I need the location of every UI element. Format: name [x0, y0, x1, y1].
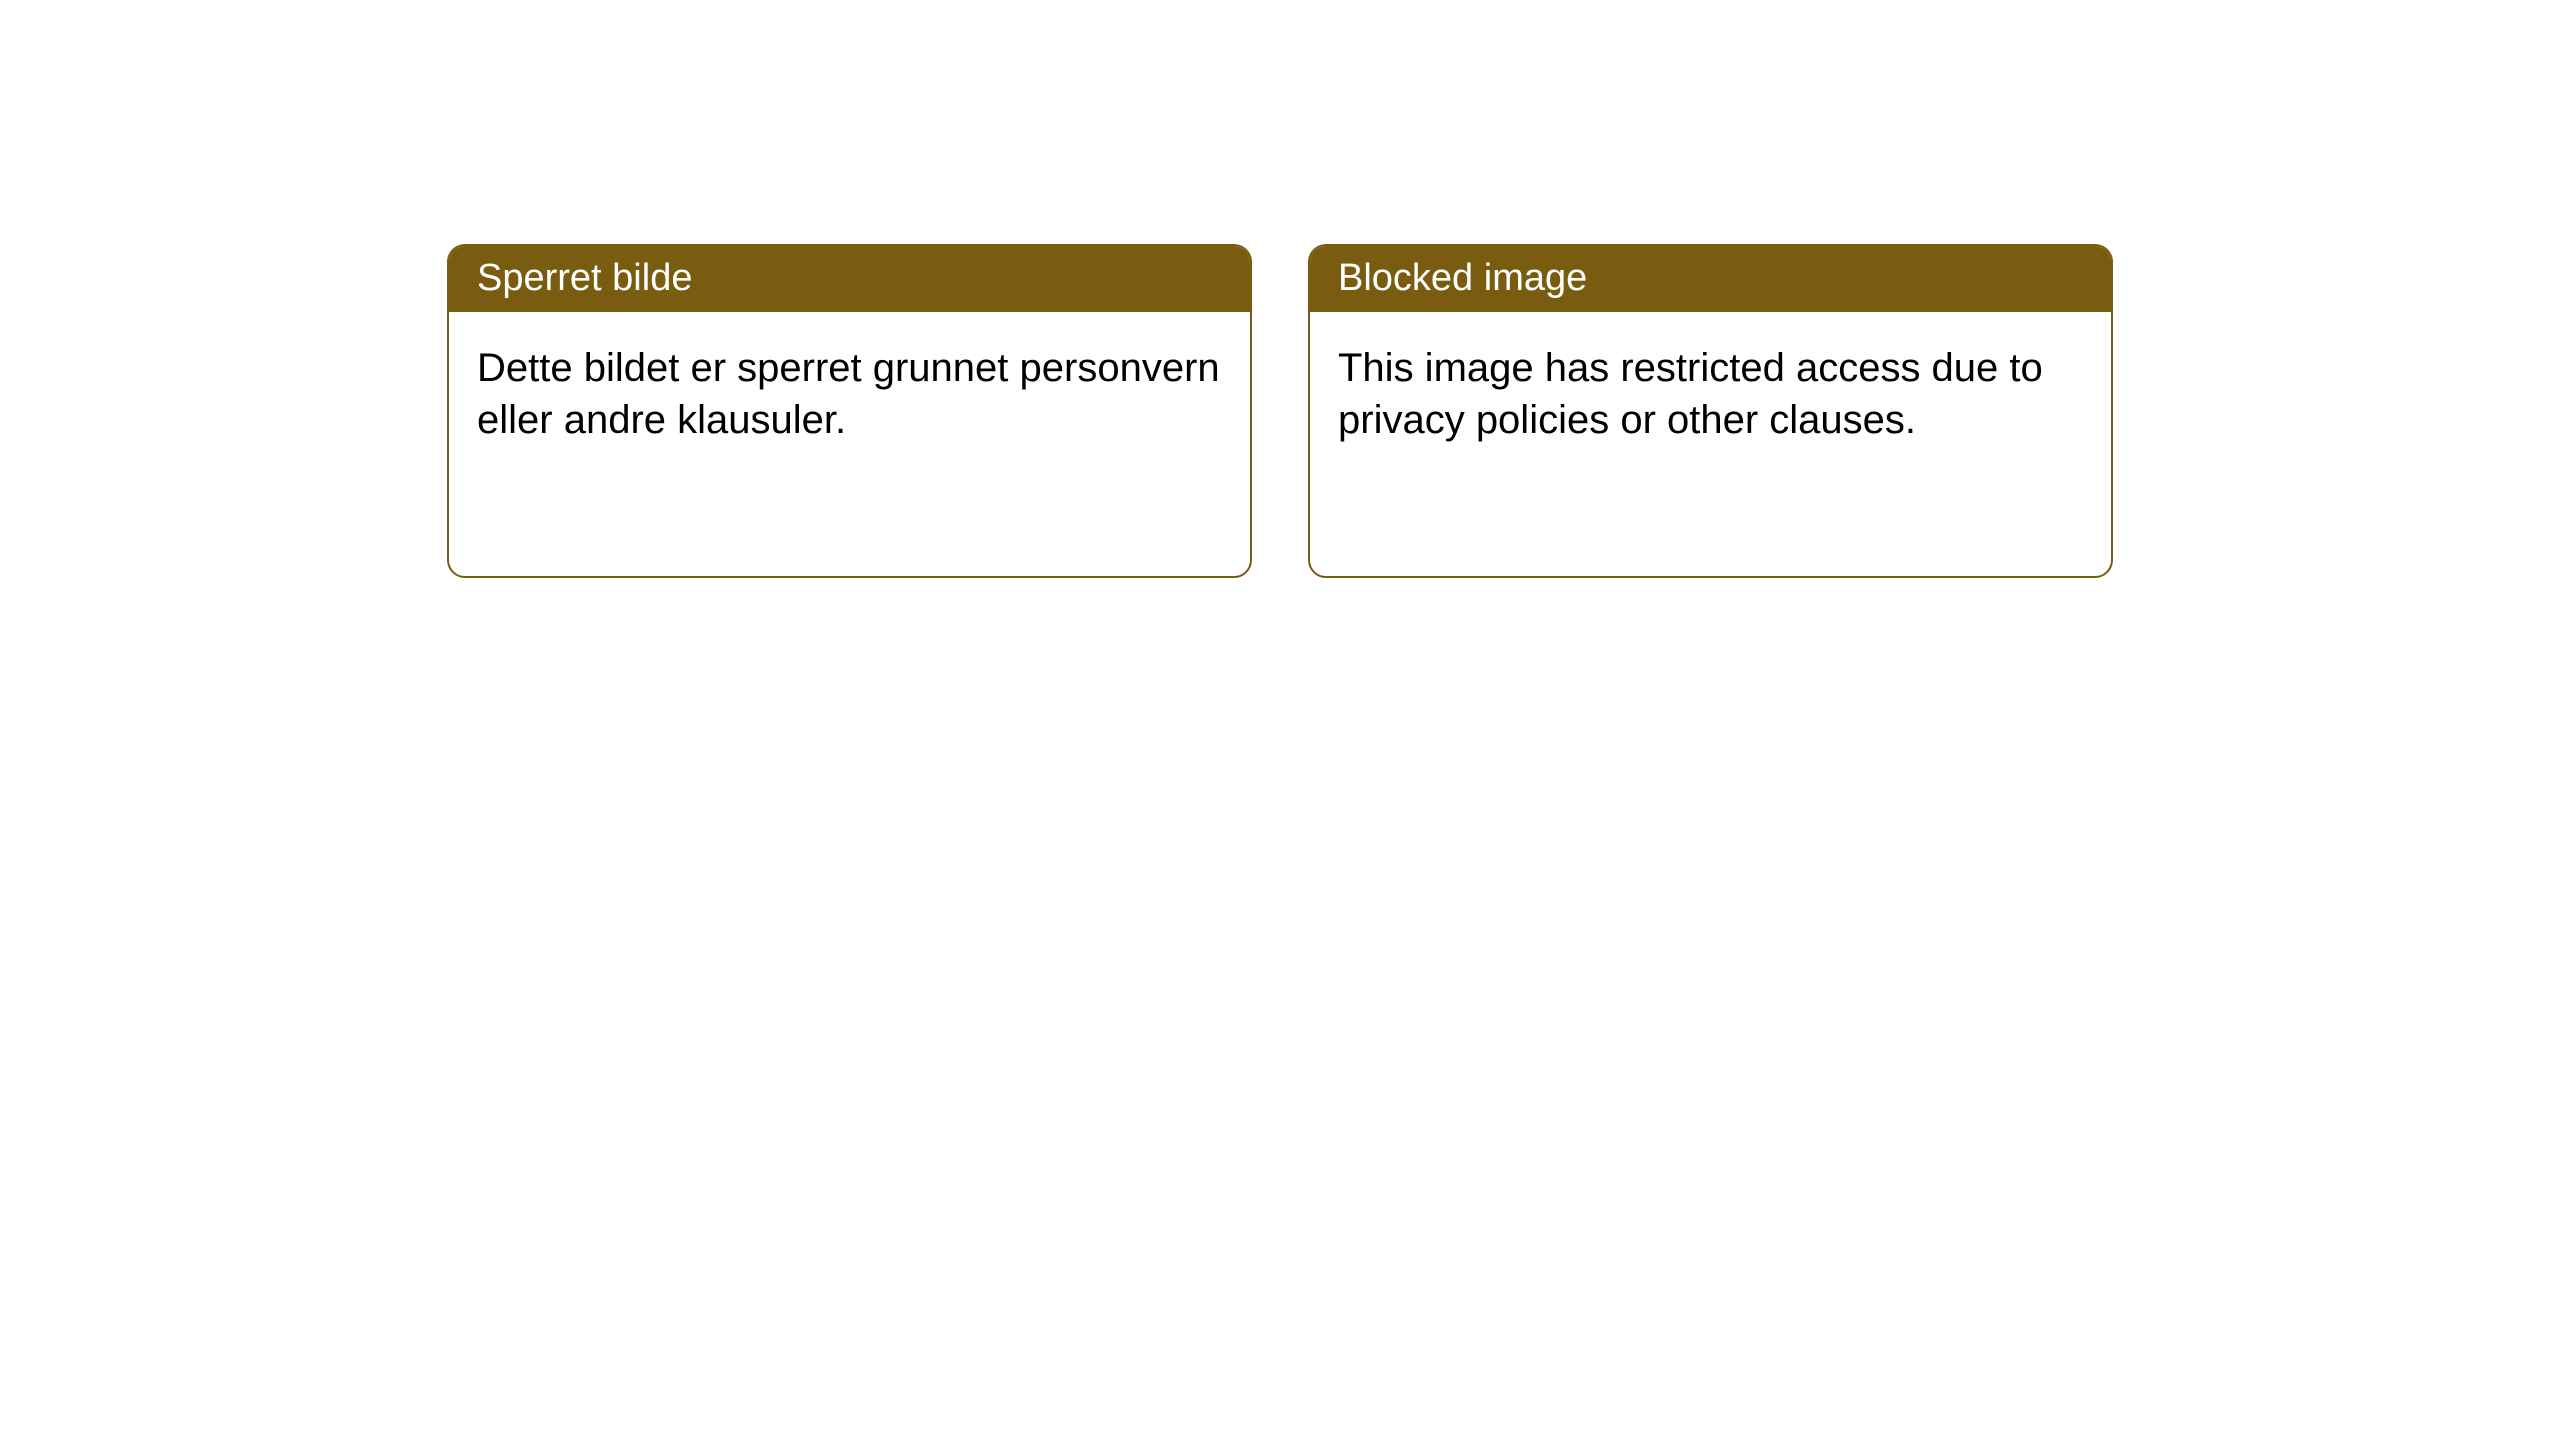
- card-text-no: Dette bildet er sperret grunnet personve…: [477, 346, 1220, 443]
- card-body-en: This image has restricted access due to …: [1310, 312, 2111, 478]
- card-header-no: Sperret bilde: [449, 246, 1250, 312]
- card-title-en: Blocked image: [1338, 257, 1587, 299]
- card-title-no: Sperret bilde: [477, 257, 692, 299]
- card-body-no: Dette bildet er sperret grunnet personve…: [449, 312, 1250, 478]
- card-text-en: This image has restricted access due to …: [1338, 346, 2043, 443]
- blocked-image-card-no: Sperret bilde Dette bildet er sperret gr…: [447, 244, 1252, 578]
- blocked-image-card-en: Blocked image This image has restricted …: [1308, 244, 2113, 578]
- card-header-en: Blocked image: [1310, 246, 2111, 312]
- notice-container: Sperret bilde Dette bildet er sperret gr…: [447, 244, 2113, 578]
